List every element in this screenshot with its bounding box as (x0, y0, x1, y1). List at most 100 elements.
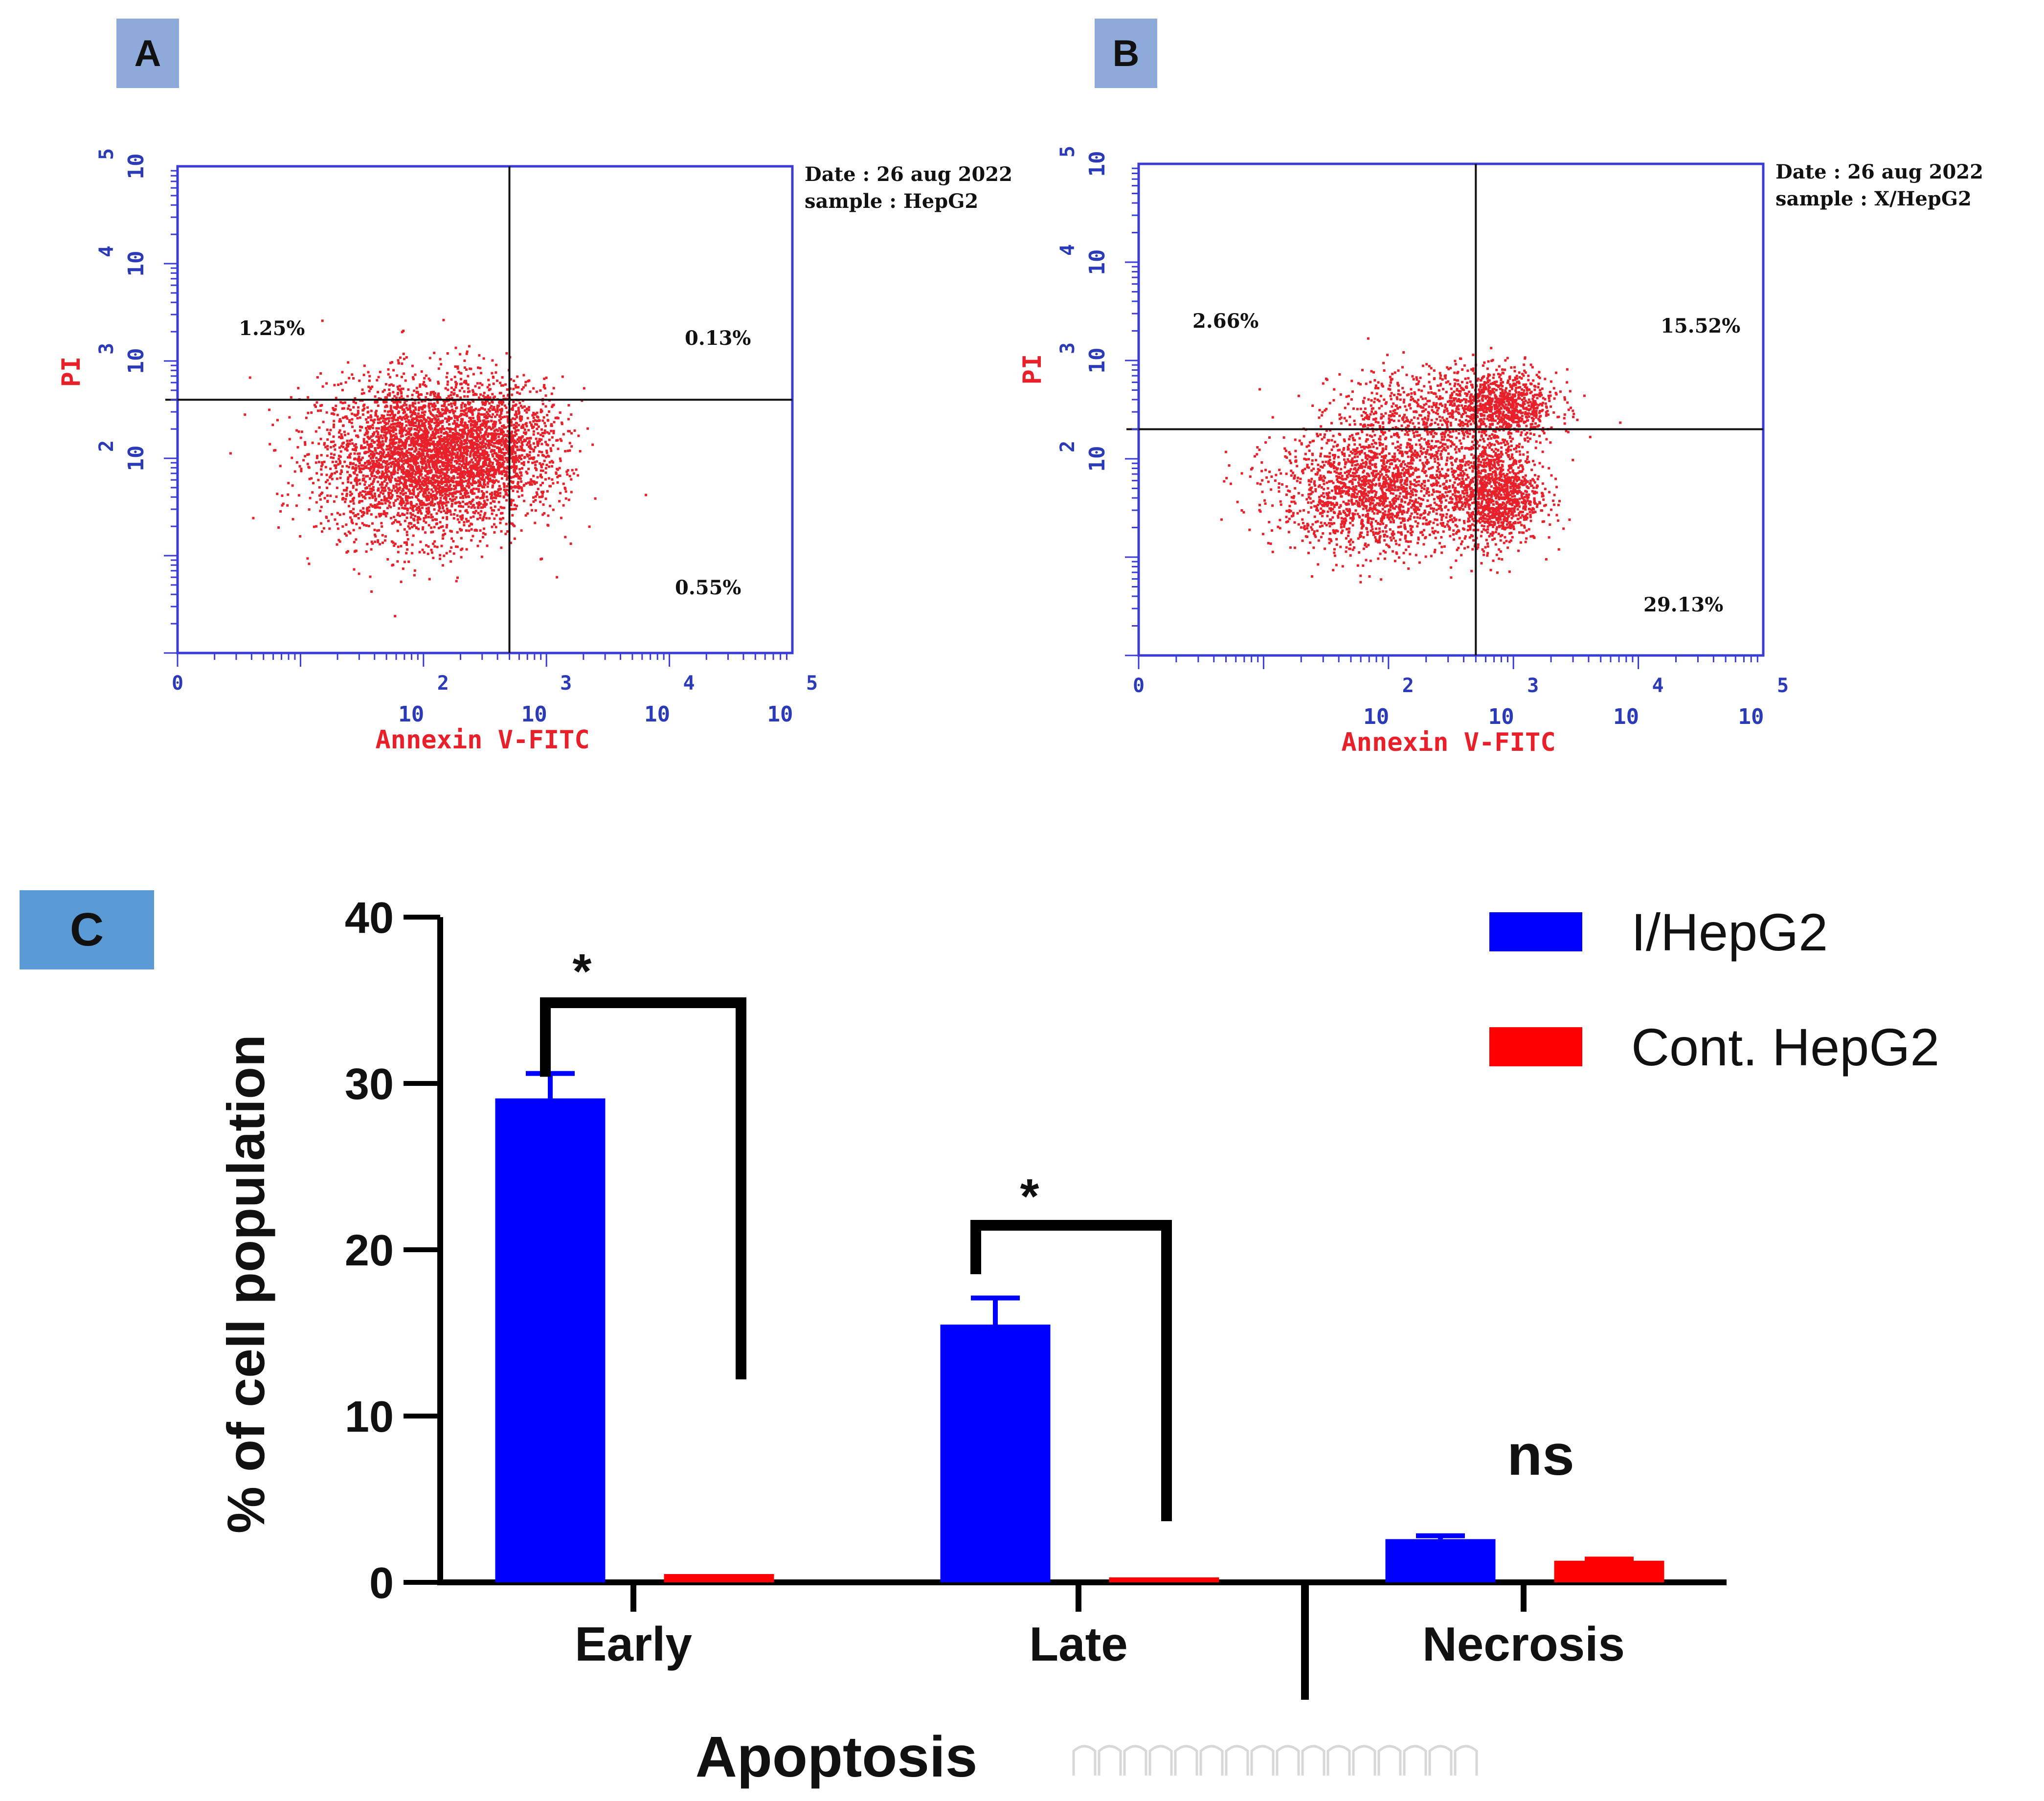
data-point (448, 415, 450, 418)
data-point (542, 416, 545, 419)
data-point (307, 466, 310, 469)
data-point (476, 518, 479, 520)
data-point (353, 496, 356, 499)
data-point (325, 481, 327, 483)
data-point (528, 454, 531, 457)
data-point (389, 439, 392, 442)
data-point (383, 513, 386, 516)
data-point (470, 491, 472, 494)
data-point (468, 481, 471, 484)
data-point (426, 447, 428, 450)
data-point (457, 467, 460, 470)
data-point (361, 522, 364, 525)
data-point (426, 392, 428, 395)
data-point (529, 447, 532, 450)
data-point (450, 378, 453, 381)
data-point (405, 404, 407, 406)
data-point (434, 408, 437, 411)
data-point (498, 472, 501, 475)
data-point (492, 383, 495, 385)
data-point (401, 448, 404, 450)
data-point (458, 521, 461, 524)
data-point (427, 524, 430, 527)
data-point (281, 494, 284, 497)
data-point (369, 457, 372, 460)
data-point (469, 431, 472, 434)
data-point (418, 437, 421, 440)
data-point (461, 424, 464, 427)
data-point (472, 400, 475, 403)
data-point (417, 492, 420, 495)
data-point (520, 480, 523, 483)
data-point (484, 408, 486, 411)
data-point (370, 435, 373, 438)
data-point (542, 385, 545, 388)
data-point (358, 456, 360, 459)
data-point (419, 420, 422, 422)
data-point (422, 483, 425, 486)
data-point (494, 494, 497, 497)
x-tick-exponent: 3 (560, 672, 572, 695)
data-point (557, 474, 560, 477)
data-point (354, 549, 357, 552)
data-point (388, 489, 391, 491)
data-point (500, 455, 503, 458)
data-point (506, 434, 509, 437)
data-point (373, 431, 376, 434)
data-point (513, 427, 516, 429)
data-point (427, 488, 430, 491)
data-point (338, 446, 341, 449)
data-point (423, 438, 426, 440)
data-point (452, 475, 455, 478)
data-point (358, 465, 360, 468)
data-point (479, 428, 482, 431)
data-point (421, 466, 424, 468)
data-point (453, 388, 456, 391)
data-point (564, 490, 567, 493)
data-point (510, 499, 512, 502)
data-point (395, 483, 398, 486)
data-point (319, 522, 322, 525)
data-point (382, 541, 384, 544)
data-point (495, 363, 497, 366)
data-point (341, 493, 344, 495)
data-point (527, 481, 530, 484)
data-point (368, 484, 371, 487)
data-point (445, 480, 448, 483)
data-point (1329, 496, 1332, 499)
data-point (454, 444, 456, 447)
data-point (496, 460, 499, 462)
data-point (345, 465, 348, 468)
data-point (452, 495, 455, 498)
data-point (339, 455, 342, 458)
data-point (496, 429, 499, 432)
data-point (493, 422, 495, 425)
data-point (449, 550, 451, 553)
data-point (505, 492, 508, 495)
data-point (462, 496, 465, 499)
data-point (411, 496, 414, 499)
data-point (468, 486, 471, 489)
data-point (569, 542, 572, 545)
data-point (366, 491, 369, 494)
data-point (384, 476, 387, 479)
data-point (433, 461, 436, 464)
data-point (391, 450, 394, 453)
data-point (377, 540, 380, 543)
data-point (534, 495, 537, 498)
data-point (472, 429, 475, 432)
data-point (519, 477, 522, 480)
data-point (514, 440, 517, 443)
data-point (414, 402, 417, 405)
data-point (334, 518, 337, 521)
data-point (396, 419, 399, 422)
x-tick-label: 0 (172, 672, 183, 695)
data-point (347, 405, 350, 407)
data-point (426, 510, 428, 513)
data-point (347, 432, 350, 435)
data-point (279, 465, 282, 468)
data-point (341, 402, 344, 405)
data-point (396, 472, 399, 474)
data-point (314, 405, 317, 408)
data-point (440, 511, 443, 514)
